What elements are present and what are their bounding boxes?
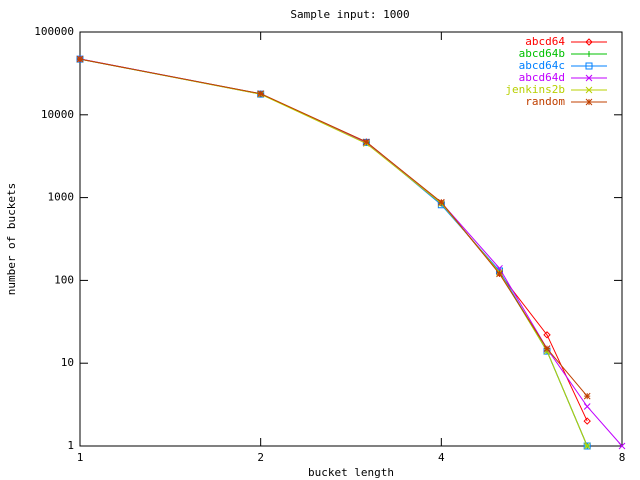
data-point bbox=[257, 90, 265, 98]
y-tick-label: 1 bbox=[67, 439, 74, 452]
data-point bbox=[543, 345, 551, 352]
data-point bbox=[543, 331, 551, 339]
y-tick-label: 10 bbox=[61, 356, 74, 369]
y-tick-label: 100 bbox=[54, 273, 74, 286]
series-line bbox=[79, 58, 588, 397]
series-line bbox=[79, 58, 588, 447]
series-line bbox=[79, 58, 588, 447]
legend-label: abcd64b bbox=[519, 47, 565, 60]
data-point bbox=[76, 55, 84, 63]
x-tick-label: 1 bbox=[77, 451, 84, 464]
chart-title: Sample input: 1000 bbox=[290, 8, 409, 21]
legend-label: abcd64c bbox=[519, 59, 565, 72]
series-line bbox=[79, 58, 588, 447]
data-point bbox=[618, 442, 626, 450]
legend-marker bbox=[585, 38, 593, 46]
y-tick-label: 10000 bbox=[41, 108, 74, 121]
legend-marker bbox=[585, 86, 593, 94]
series-line bbox=[79, 58, 588, 422]
data-point bbox=[362, 138, 370, 146]
x-tick-label: 2 bbox=[257, 451, 264, 464]
data-point bbox=[583, 392, 591, 400]
legend-marker bbox=[585, 74, 593, 82]
x-axis-label: bucket length bbox=[308, 466, 394, 479]
y-axis-label: number of buckets bbox=[5, 183, 18, 296]
data-point bbox=[583, 403, 591, 410]
data-point bbox=[583, 417, 591, 425]
legend-marker bbox=[585, 98, 593, 106]
legend-label: random bbox=[525, 95, 565, 108]
data-point bbox=[437, 198, 445, 206]
x-tick-label: 8 bbox=[619, 451, 626, 464]
legend-label: abcd64d bbox=[519, 71, 565, 84]
plot-border bbox=[79, 31, 623, 447]
y-tick-label: 100000 bbox=[34, 25, 74, 38]
legend-label: abcd64 bbox=[525, 35, 565, 48]
legend-marker bbox=[586, 51, 592, 57]
series-line bbox=[79, 58, 623, 447]
legend-label: jenkins2b bbox=[505, 83, 565, 96]
x-tick-label: 4 bbox=[438, 451, 445, 464]
data-point bbox=[583, 442, 591, 450]
legend-marker bbox=[585, 62, 593, 70]
data-point bbox=[496, 270, 503, 278]
y-tick-label: 1000 bbox=[48, 191, 75, 204]
